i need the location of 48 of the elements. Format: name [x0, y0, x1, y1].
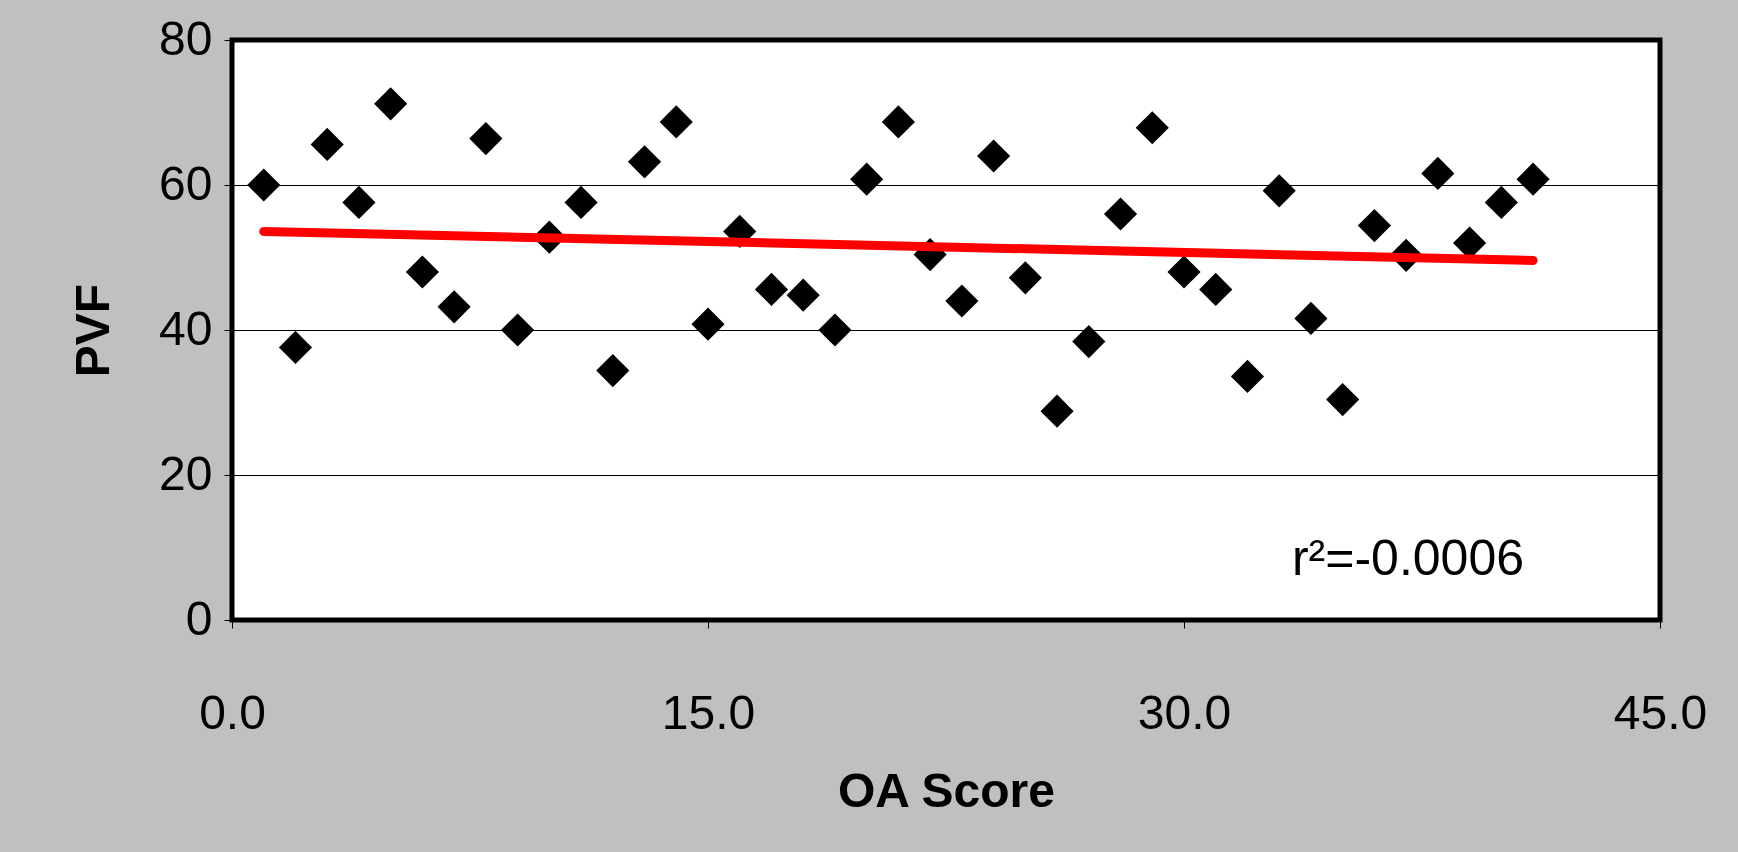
- point: [1294, 301, 1328, 335]
- point: [342, 185, 376, 219]
- point: [1484, 185, 1518, 219]
- point: [1040, 394, 1074, 428]
- point: [596, 354, 630, 388]
- y-tick-label: 60: [159, 156, 213, 210]
- y-tick-label: 20: [159, 446, 213, 500]
- x-tick-label: 0.0: [199, 685, 266, 739]
- point: [310, 127, 344, 161]
- x-tick-label: 15.0: [661, 685, 756, 739]
- point: [437, 290, 471, 324]
- point: [278, 330, 313, 364]
- y-tick-label: 40: [159, 301, 213, 355]
- y-axis-title: PVF: [66, 283, 120, 378]
- point: [1167, 255, 1201, 289]
- point: [754, 272, 789, 306]
- point: [1357, 209, 1391, 243]
- point: [786, 278, 820, 312]
- x-tick-label: 45.0: [1613, 685, 1708, 739]
- point: [247, 168, 281, 202]
- point: [627, 145, 662, 179]
- point: [659, 105, 693, 139]
- point: [1262, 174, 1296, 208]
- point: [977, 139, 1011, 173]
- x-axis-title: OA Score: [838, 763, 1055, 817]
- point: [1199, 272, 1233, 306]
- point: [1230, 359, 1265, 393]
- point: [818, 313, 852, 347]
- point: [1421, 156, 1455, 190]
- point: [691, 307, 725, 341]
- point: [405, 255, 439, 289]
- point: [945, 284, 979, 318]
- y-tick-label: 80: [159, 11, 213, 65]
- point: [469, 122, 503, 156]
- point: [374, 87, 408, 121]
- point: [1008, 261, 1042, 295]
- point: [881, 105, 915, 139]
- point: [501, 313, 535, 347]
- point: [1326, 383, 1360, 417]
- point: [1072, 325, 1106, 359]
- point: [1516, 162, 1550, 196]
- point: [1103, 197, 1138, 231]
- point: [850, 162, 884, 196]
- point: [564, 185, 598, 219]
- x-tick-label: 30.0: [1137, 685, 1232, 739]
- y-tick-label: 0: [185, 591, 213, 645]
- point: [1135, 111, 1169, 145]
- annotation: r²=-0.0006: [1291, 530, 1525, 586]
